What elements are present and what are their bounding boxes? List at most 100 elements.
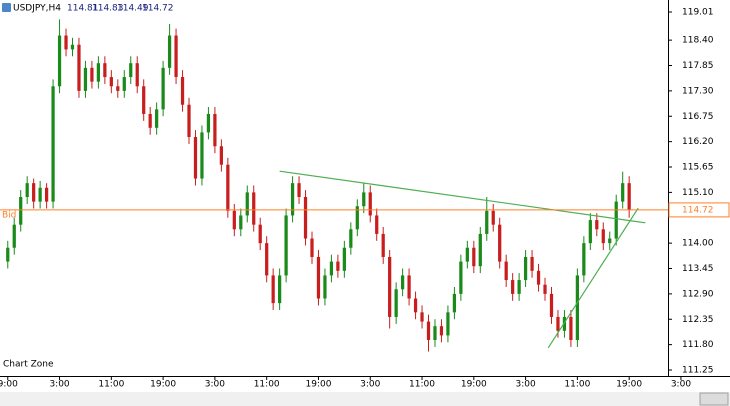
x-tick-label: 3:00	[205, 380, 225, 390]
candle-body	[394, 289, 398, 317]
y-tick-label: 115.65	[682, 163, 714, 173]
candle-body	[70, 44, 75, 50]
candle-body	[582, 243, 586, 276]
candle-body	[258, 224, 262, 244]
candle-body	[478, 233, 482, 267]
y-tick-label: 117.30	[682, 86, 714, 96]
plot-area	[6, 19, 646, 352]
candle-body	[329, 261, 334, 276]
candle-body	[523, 256, 528, 281]
candle-body	[77, 44, 81, 91]
candle-body	[420, 312, 424, 322]
candle-body	[549, 293, 554, 317]
candle-body	[148, 113, 152, 128]
candle-body	[290, 183, 295, 216]
bid-price: 114.72	[682, 205, 714, 215]
candle-body	[206, 113, 211, 133]
candle-body	[25, 183, 29, 197]
candle-body	[517, 280, 521, 294]
candle-body	[226, 164, 230, 211]
scrollbar[interactable]	[0, 392, 730, 406]
candle-body	[83, 67, 88, 91]
candle-body	[44, 187, 49, 202]
y-tick-label: 112.90	[682, 289, 714, 299]
x-tick-label: 3:00	[360, 380, 380, 390]
y-tick-label: 111.80	[682, 340, 714, 350]
candle-body	[400, 275, 405, 290]
candle-body	[452, 293, 457, 313]
candle-body	[362, 192, 366, 207]
candle-body	[265, 243, 269, 276]
symbol: USDJPY,H4	[13, 4, 61, 14]
candle-body	[310, 238, 314, 257]
open-value: 114.81	[67, 4, 99, 14]
candle-body	[193, 137, 198, 179]
candle-body	[129, 63, 133, 78]
candle-body	[180, 77, 185, 105]
candle-body	[485, 210, 489, 234]
bid-label: Bid	[2, 210, 16, 220]
candle-body	[213, 113, 217, 147]
candle-body	[439, 326, 444, 336]
symbol-icon	[2, 3, 11, 12]
candle-body	[336, 261, 340, 271]
candle-body	[316, 256, 321, 299]
candle-body	[621, 183, 625, 202]
candle-body	[407, 275, 411, 299]
candle-body	[12, 224, 16, 248]
candle-body	[103, 63, 107, 78]
candle-body	[122, 77, 126, 91]
candle-body	[90, 67, 94, 82]
candle-body	[491, 210, 495, 225]
candle-body	[556, 316, 560, 331]
candle-body	[375, 215, 379, 234]
y-tick-label: 117.85	[682, 61, 714, 71]
candle-body	[498, 224, 502, 262]
candle-body	[96, 63, 101, 82]
candle-body	[116, 86, 120, 91]
x-tick-label: 19:00	[305, 380, 331, 390]
trend-line	[547, 207, 639, 349]
candle-body	[142, 86, 146, 114]
x-tick-label: 3:00	[515, 380, 535, 390]
candle-body	[588, 220, 592, 244]
candle-body	[536, 270, 541, 285]
candle-body	[413, 298, 418, 313]
candle-body	[342, 247, 346, 271]
x-tick-label: 11:00	[564, 380, 590, 390]
x-tick-label: 11:00	[98, 380, 124, 390]
candle-body	[614, 201, 618, 239]
high-value: 114.83	[92, 4, 124, 14]
x-tick-label: 9:00	[0, 380, 18, 390]
candle-body	[155, 109, 159, 128]
candle-body	[575, 275, 579, 341]
candle-body	[388, 256, 392, 317]
candle-body	[504, 261, 508, 281]
x-tick-label: 19:00	[150, 380, 176, 390]
candle-body	[426, 321, 431, 341]
candle-body	[64, 35, 68, 50]
candle-body	[323, 275, 327, 299]
y-tick-label: 112.35	[682, 315, 714, 325]
watermark: Chart Zone	[3, 360, 54, 370]
x-tick-label: 19:00	[616, 380, 642, 390]
y-tick-label: 116.75	[682, 112, 714, 122]
candle-body	[57, 35, 62, 87]
candle-body	[569, 316, 573, 341]
y-tick-label: 114.00	[682, 239, 714, 249]
y-tick-label: 118.40	[682, 36, 714, 46]
candle-body	[278, 275, 282, 304]
candle-body	[433, 326, 437, 341]
candle-body	[446, 312, 450, 336]
scroll-thumb[interactable]	[699, 392, 729, 406]
candle-body	[562, 316, 567, 331]
candle-body	[595, 220, 599, 230]
candle-body	[530, 256, 534, 271]
x-tick-label: 3:00	[49, 380, 69, 390]
y-tick-label: 113.45	[682, 264, 714, 274]
candle-body	[32, 183, 36, 202]
candle-body	[245, 192, 249, 216]
candle-body	[381, 233, 385, 257]
candle-body	[627, 183, 631, 210]
